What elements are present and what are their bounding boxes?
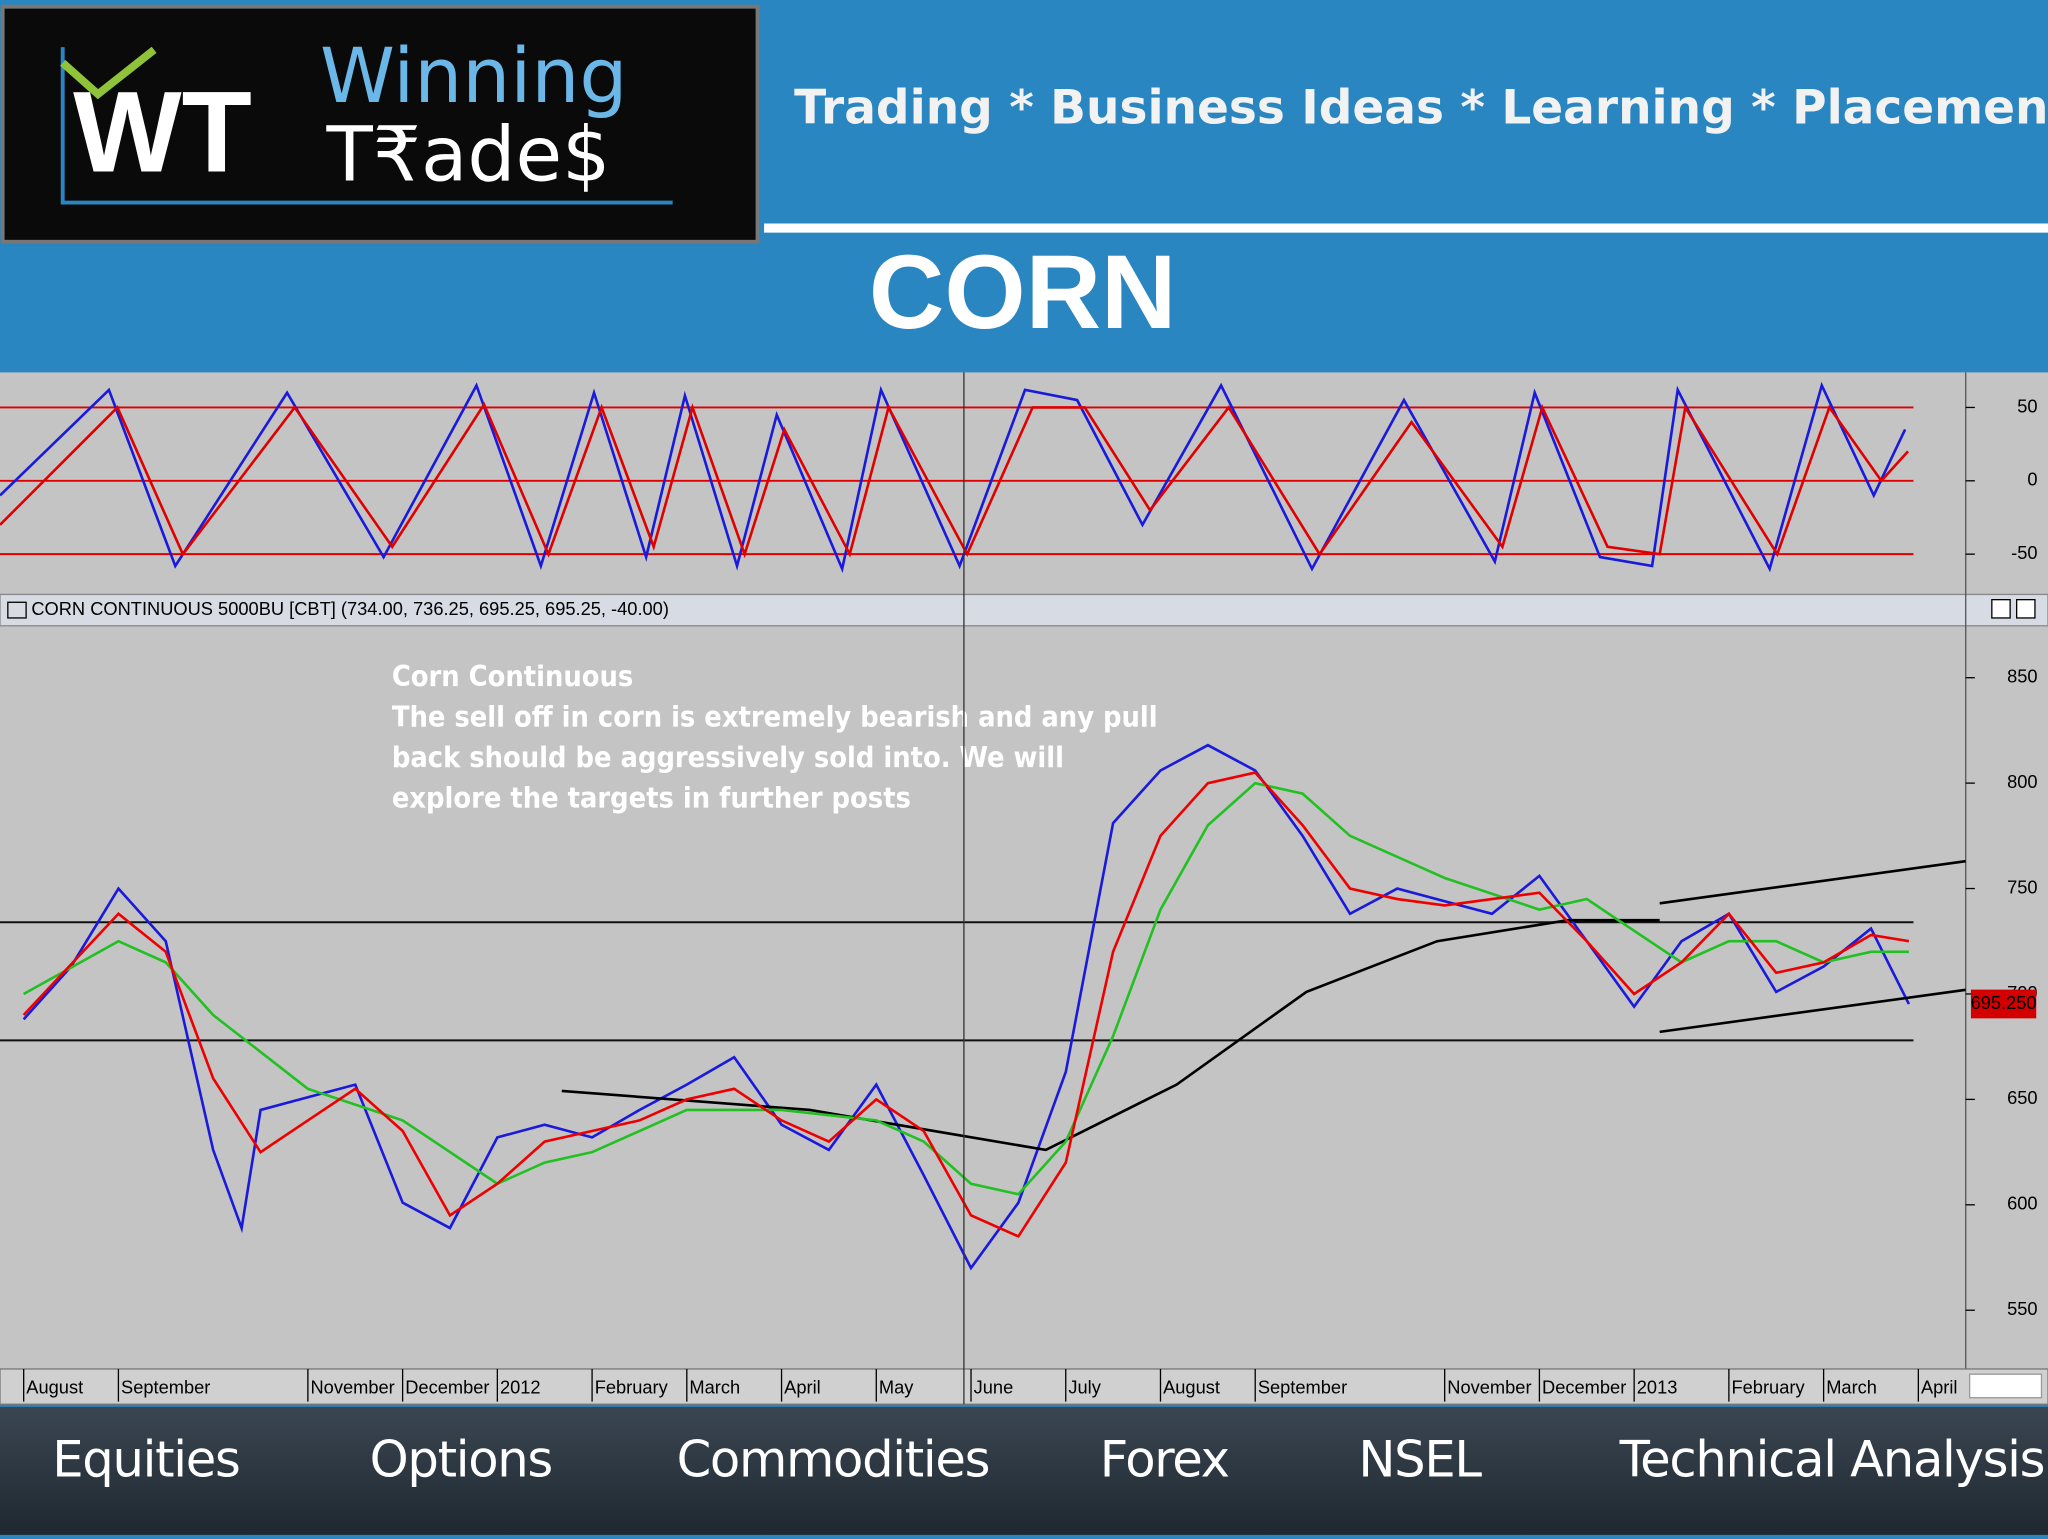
y-tick-label: 650 [2007, 1087, 2037, 1108]
nav-item[interactable]: NSEL [1358, 1431, 1483, 1489]
x-tick-label: September [1258, 1376, 1347, 1397]
y-tick-label: 600 [2007, 1193, 2037, 1214]
nav-item[interactable]: Commodities [677, 1431, 991, 1489]
y-tick-label: 50 [2017, 395, 2037, 416]
tagline: Trading * Business Ideas * Learning * Pl… [794, 81, 2048, 136]
series-line [1659, 988, 1966, 1034]
close-button[interactable] [2015, 599, 2036, 619]
last-value-label: 695.250 [1971, 992, 2037, 1013]
logo-frame [60, 47, 673, 205]
nav-bar [0, 1406, 2048, 1535]
nav-item[interactable]: Technical Analysis [1619, 1431, 2046, 1489]
series-line [0, 381, 1907, 574]
annotation: back should be aggressively sold into. W… [392, 740, 1064, 774]
y-tick-label: 850 [2007, 666, 2037, 687]
x-axis-bar [0, 1368, 2048, 1405]
x-tick-label: November [1447, 1376, 1531, 1397]
maximize-button[interactable] [1991, 599, 2011, 619]
charts: 500-50550600650700750800850AugustSeptemb… [0, 381, 2038, 1402]
y-tick-label: 550 [2007, 1298, 2037, 1319]
x-tick-label: December [405, 1376, 489, 1397]
x-tick-label: February [1731, 1376, 1805, 1397]
y-tick-label: 750 [2007, 876, 2037, 897]
logo-check [60, 46, 157, 100]
x-tick-label: September [121, 1376, 210, 1397]
x-tick-label: June [974, 1376, 1014, 1397]
series-line [0, 401, 1909, 559]
annotation: The sell off in corn is extremely bearis… [392, 700, 1158, 734]
x-tick-label: July [1068, 1376, 1101, 1397]
x-tick-label: November [310, 1376, 394, 1397]
panel-title: CORN CONTINUOUS 5000BU [CBT] (734.00, 73… [31, 598, 669, 619]
x-tick-label: March [1826, 1376, 1877, 1397]
x-tick-label: 2013 [1637, 1376, 1678, 1397]
logo-mark: WT [73, 69, 252, 197]
nav-item[interactable]: Options [370, 1431, 554, 1489]
chart-bg [0, 372, 2048, 1405]
annotation: Corn Continuous [392, 659, 634, 693]
page-title: CORN [869, 234, 1177, 351]
nav-item[interactable]: Equities [52, 1431, 241, 1489]
annotation: explore the targets in further posts [392, 781, 911, 815]
x-tick-label: 2012 [500, 1376, 541, 1397]
nav-item[interactable]: Forex [1100, 1431, 1230, 1489]
series-line [22, 743, 1911, 1271]
x-tick-label: April [784, 1376, 821, 1397]
last-value-box [1970, 989, 2037, 1019]
x-tick-label: April [1921, 1376, 1958, 1397]
header-rule [764, 223, 2048, 233]
series-line [23, 781, 1909, 1196]
x-tick-label: December [1542, 1376, 1626, 1397]
x-tick-label: May [879, 1376, 914, 1397]
y-tick-label: -50 [2011, 542, 2037, 563]
series-line [1659, 859, 1966, 905]
y-tick-label: 0 [2027, 469, 2037, 490]
logo-line1: Winning [320, 32, 627, 120]
x-tick-label: February [595, 1376, 669, 1397]
logo-line2: T₹ade$ [326, 110, 611, 198]
x-tick-label: August [26, 1376, 83, 1397]
axis-box [1968, 1373, 2043, 1399]
x-tick-label: August [1163, 1376, 1220, 1397]
x-tick-label: March [689, 1376, 740, 1397]
panel-icon [7, 601, 27, 619]
series-line [22, 771, 1910, 1239]
y-tick-label: 800 [2007, 771, 2037, 792]
